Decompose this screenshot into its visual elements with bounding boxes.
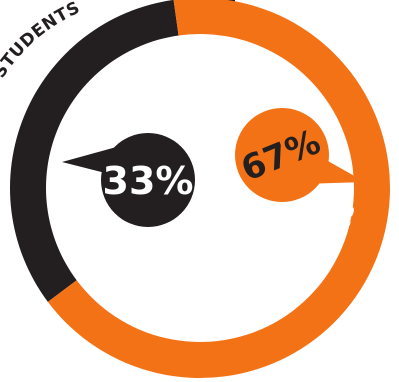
slice-full-time-students	[10, 0, 179, 302]
bubble-circle-part-time	[235, 108, 329, 202]
value-label-full-time: 33%	[103, 159, 194, 203]
value-bubble-full-time: 33%	[62, 133, 195, 227]
value-bubble-part-time: 67%	[235, 108, 365, 202]
bubble-circle-full-time	[101, 133, 195, 227]
